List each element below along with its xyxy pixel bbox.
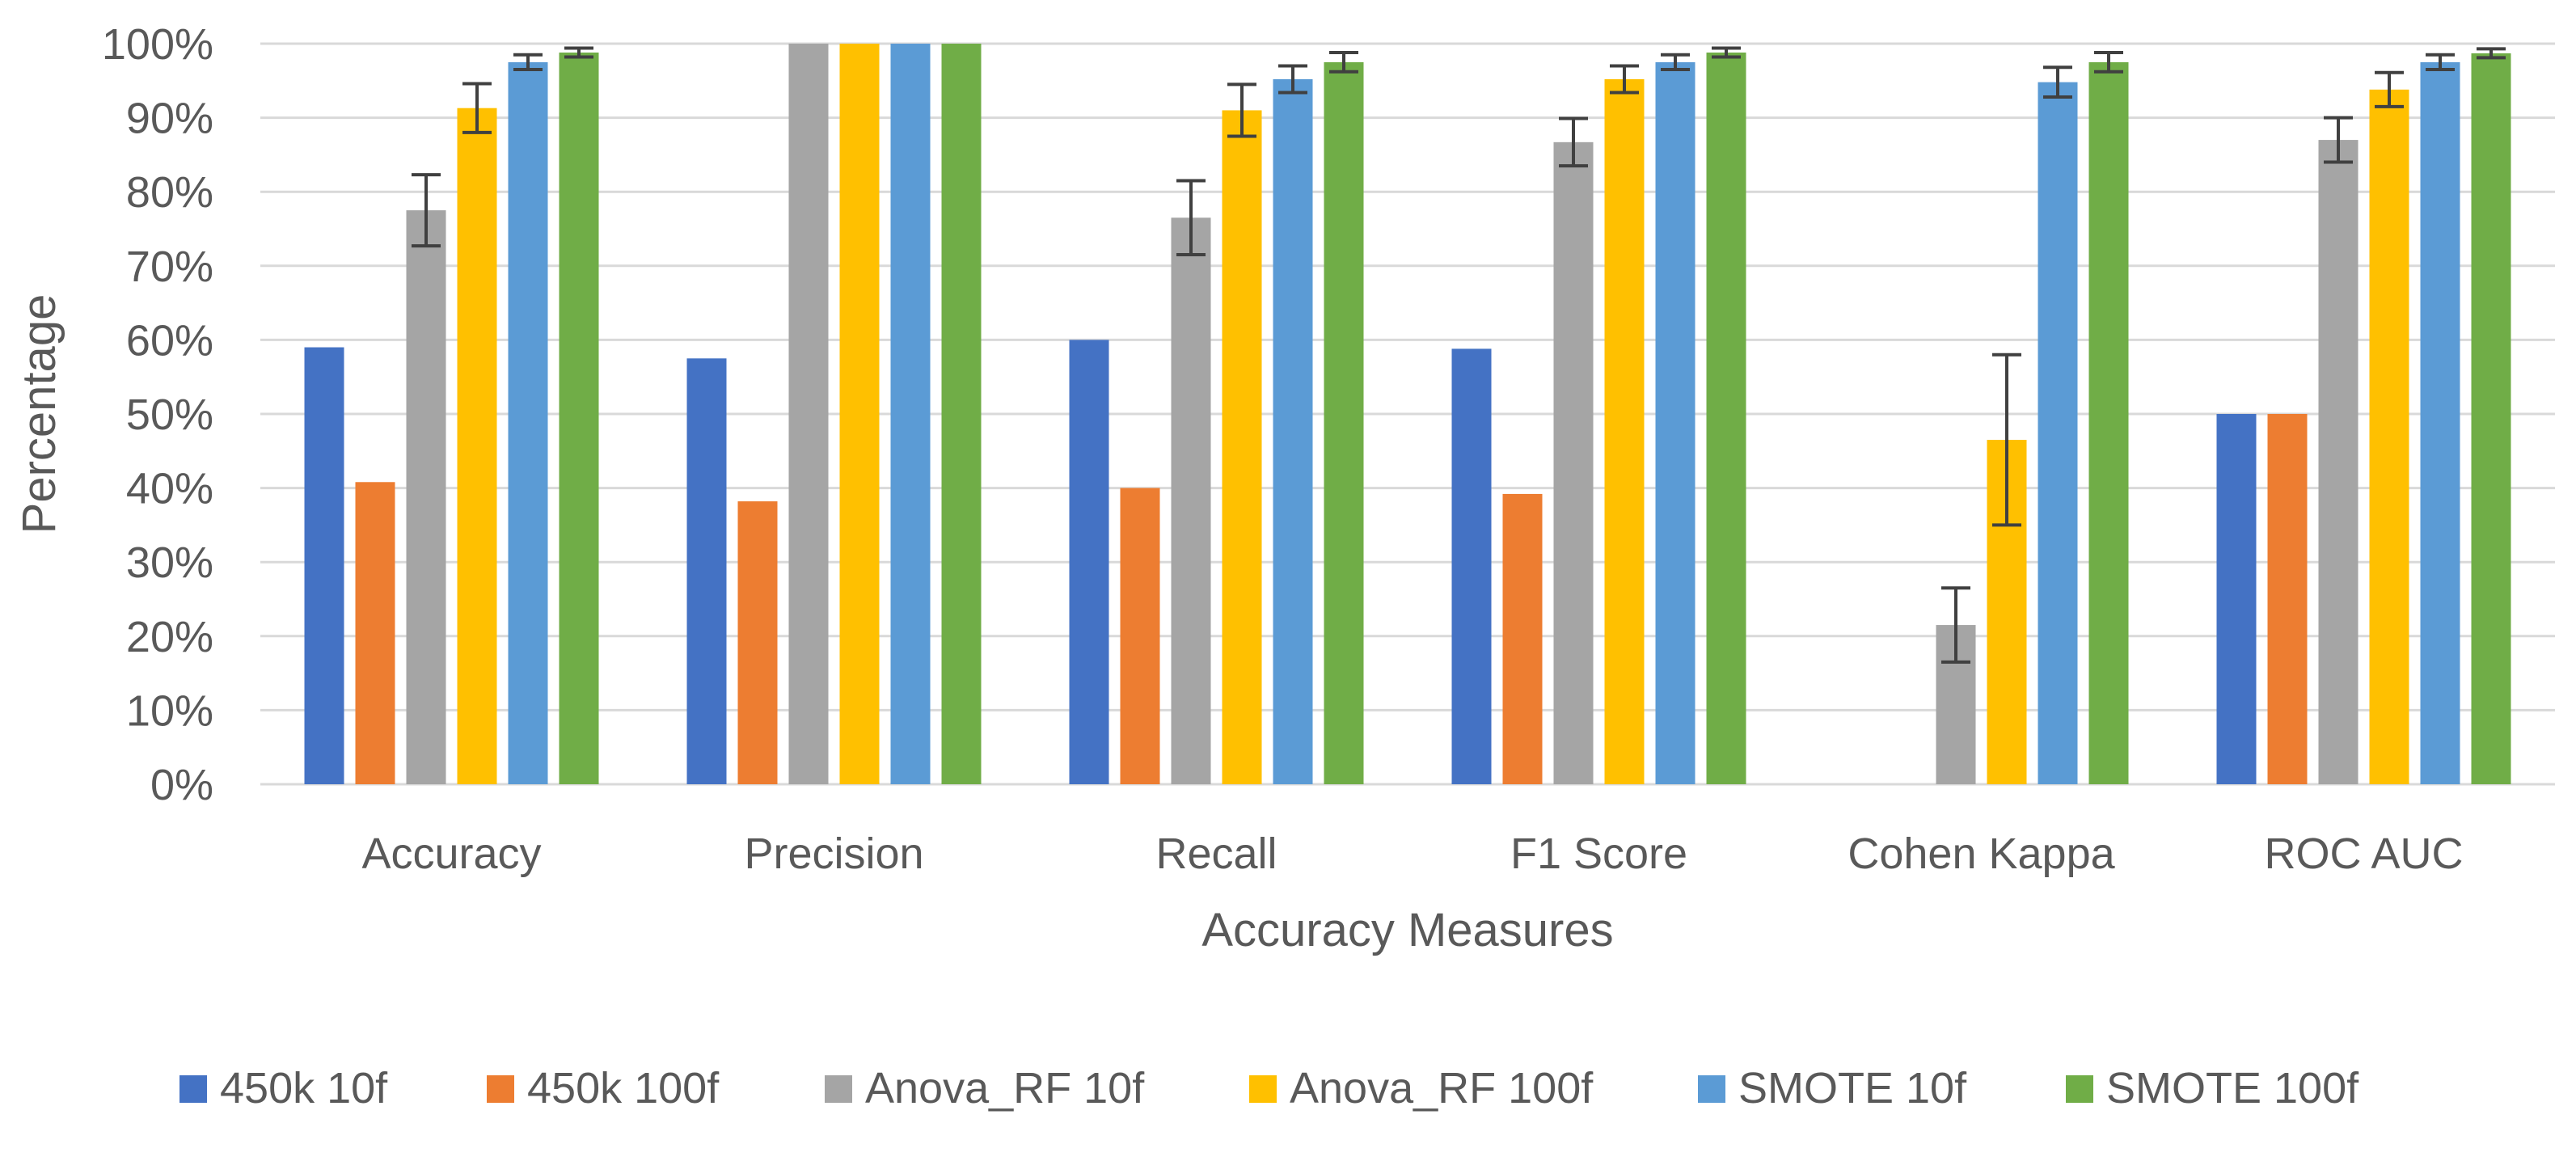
- error-bar: [513, 53, 543, 72]
- bar-450k-10f-f1-score: [1451, 348, 1492, 785]
- bar-smote-100f-f1-score: [1706, 52, 1746, 784]
- bar-anova-rf-10f-roc-auc: [2318, 140, 2359, 784]
- bar-450k-100f-precision: [737, 501, 778, 784]
- y-tick-label: 10%: [126, 686, 213, 735]
- legend-swatch: [1249, 1075, 1277, 1103]
- bar-450k-10f-accuracy: [304, 347, 344, 784]
- error-bar: [2324, 116, 2353, 164]
- error-bar: [2426, 53, 2455, 72]
- y-axis-ticks: 0% 10% 20% 30% 40% 50% 60% 70% 80% 90% 100%: [102, 20, 213, 809]
- bar-smote-100f-recall: [1324, 61, 1364, 784]
- error-bar: [1992, 353, 2021, 527]
- error-bars: [412, 46, 2506, 664]
- x-tick-label: ROC AUC: [2264, 830, 2463, 878]
- bar-anova-rf-100f-f1-score: [1604, 78, 1645, 784]
- bar-anova-rf-10f-precision: [788, 44, 829, 784]
- y-tick-label: 100%: [102, 20, 213, 69]
- error-bar: [564, 46, 593, 59]
- y-tick-label: 0%: [150, 761, 213, 809]
- legend-label: 450k 10f: [220, 1064, 388, 1112]
- bar-450k-10f-roc-auc: [2216, 414, 2257, 784]
- bar-450k-100f-recall: [1120, 488, 1160, 784]
- legend-item-450k-100f: 450k 100f: [487, 1064, 720, 1112]
- bar-smote-10f-roc-auc: [2420, 61, 2460, 784]
- bar-smote-100f-roc-auc: [2471, 53, 2511, 784]
- legend-swatch: [487, 1075, 514, 1103]
- y-tick-label: 20%: [126, 613, 213, 661]
- error-bar: [412, 173, 441, 248]
- error-bar: [1227, 82, 1256, 138]
- error-bar: [1941, 586, 1970, 664]
- legend-label: Anova_RF 100f: [1290, 1064, 1594, 1112]
- legend-label: Anova_RF 10f: [865, 1064, 1145, 1112]
- legend-label: SMOTE 10f: [1738, 1064, 1967, 1112]
- y-tick-label: 40%: [126, 465, 213, 513]
- bar-450k-100f-roc-auc: [2267, 414, 2308, 784]
- error-bar: [1329, 50, 1358, 74]
- error-bar: [2375, 70, 2404, 108]
- error-bar: [1712, 46, 1741, 59]
- legend-label: 450k 100f: [527, 1064, 720, 1112]
- bar-anova-rf-100f-recall: [1222, 110, 1262, 784]
- x-axis-ticks: Accuracy Precision Recall F1 Score Cohen Kap…: [361, 830, 2463, 878]
- x-tick-label: Recall: [1155, 830, 1277, 878]
- x-axis-label: Accuracy Measures: [1201, 904, 1613, 956]
- bar-smote-10f-cohen-kappa: [2038, 82, 2078, 784]
- x-tick-label: F1 Score: [1510, 830, 1687, 878]
- error-bar: [1176, 179, 1206, 257]
- error-bar: [2477, 47, 2506, 60]
- y-tick-label: 80%: [126, 168, 213, 217]
- error-bar: [2043, 65, 2072, 99]
- error-bar: [1610, 64, 1639, 95]
- bar-smote-10f-f1-score: [1655, 61, 1696, 784]
- y-tick-label: 60%: [126, 316, 213, 365]
- error-bar: [2094, 50, 2123, 74]
- bar-anova-rf-100f-roc-auc: [2369, 89, 2409, 785]
- error-bar: [1559, 116, 1588, 168]
- error-bar: [462, 82, 492, 134]
- bar-450k-10f-recall: [1069, 340, 1109, 784]
- bar-anova-rf-100f-accuracy: [457, 108, 497, 784]
- legend-label: SMOTE 100f: [2106, 1064, 2359, 1112]
- bar-anova-rf-10f-f1-score: [1553, 141, 1594, 784]
- bars: [304, 44, 2511, 785]
- legend-swatch: [2066, 1075, 2093, 1103]
- legend-item-450k-10f: 450k 10f: [179, 1064, 388, 1112]
- legend-swatch: [179, 1075, 207, 1103]
- legend-swatch: [825, 1075, 852, 1103]
- legend-item-smote-10f: SMOTE 10f: [1698, 1064, 1967, 1112]
- bar-smote-100f-precision: [941, 44, 982, 784]
- bar-450k-100f-accuracy: [355, 482, 395, 784]
- bar-anova-rf-10f-recall: [1171, 217, 1211, 784]
- y-tick-label: 50%: [126, 391, 213, 439]
- y-tick-label: 70%: [126, 243, 213, 291]
- bar-450k-100f-f1-score: [1502, 493, 1543, 784]
- x-tick-label: Cohen Kappa: [1848, 830, 2115, 878]
- gridlines: [260, 42, 2555, 786]
- bar-smote-10f-accuracy: [508, 61, 548, 784]
- x-tick-label: Precision: [744, 830, 923, 878]
- bar-smote-100f-cohen-kappa: [2088, 61, 2129, 784]
- bar-450k-10f-precision: [686, 358, 727, 784]
- legend-item-smote-100f: SMOTE 100f: [2066, 1064, 2359, 1112]
- legend-item-anova-rf-10f: Anova_RF 10f: [825, 1064, 1145, 1112]
- bar-smote-10f-recall: [1273, 78, 1313, 784]
- bar-anova-rf-100f-precision: [839, 44, 880, 784]
- legend: 450k 10f 450k 100f Anova_RF 10f Anova_RF 10…: [179, 1064, 2359, 1112]
- error-bar: [1661, 53, 1690, 72]
- bar-smote-10f-precision: [890, 44, 931, 784]
- error-bar: [1278, 64, 1307, 95]
- bar-smote-100f-accuracy: [559, 52, 599, 784]
- y-tick-label: 30%: [126, 538, 213, 587]
- y-axis-label: Percentage: [13, 294, 65, 534]
- x-tick-label: Accuracy: [361, 830, 541, 878]
- bar-anova-rf-10f-accuracy: [406, 210, 446, 785]
- y-tick-label: 90%: [126, 95, 213, 143]
- legend-item-anova-rf-100f: Anova_RF 100f: [1249, 1064, 1594, 1112]
- legend-swatch: [1698, 1075, 1725, 1103]
